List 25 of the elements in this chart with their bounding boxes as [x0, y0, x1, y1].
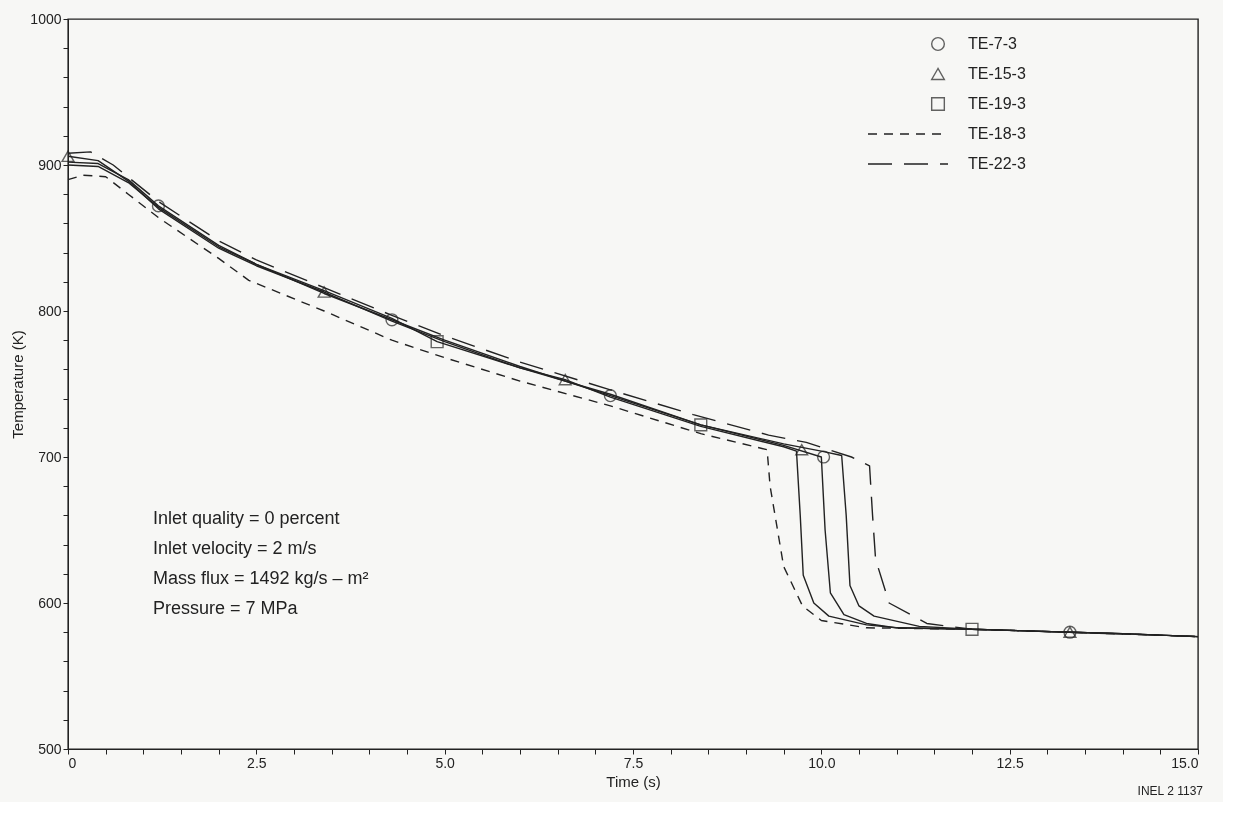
annotation: Inlet velocity = 2 m/s	[153, 538, 317, 558]
legend-label: TE-7-3	[968, 35, 1017, 52]
y-tick-label: 500	[38, 740, 62, 757]
x-tick-label: 0	[68, 754, 77, 771]
y-tick-label: 700	[38, 448, 62, 465]
annotation: Mass flux = 1492 kg/s – m²	[153, 568, 369, 588]
y-tick-label: 800	[38, 302, 62, 319]
legend-label: TE-18-3	[968, 125, 1026, 142]
legend-label: TE-22-3	[968, 155, 1026, 172]
x-tick-label: 12.5	[996, 754, 1024, 771]
y-tick-label: 900	[38, 156, 62, 173]
x-axis-title: Time (s)	[606, 772, 661, 790]
annotation: Inlet quality = 0 percent	[153, 508, 340, 528]
x-tick-label: 5.0	[435, 754, 456, 771]
annotation: Pressure = 7 MPa	[153, 598, 299, 618]
legend-label: TE-15-3	[968, 65, 1026, 82]
x-tick-label: 15.0	[1171, 754, 1199, 771]
x-tick-label: 10.0	[808, 754, 836, 771]
y-axis-title: Temperature (K)	[9, 330, 27, 439]
y-tick-label: 600	[38, 594, 62, 611]
text: INEL 2 1137	[1137, 784, 1204, 798]
legend-label: TE-19-3	[968, 95, 1026, 112]
x-tick-label: 2.5	[247, 754, 267, 771]
x-tick-label: 7.5	[623, 754, 644, 771]
y-tick-label: 1000	[30, 10, 62, 27]
